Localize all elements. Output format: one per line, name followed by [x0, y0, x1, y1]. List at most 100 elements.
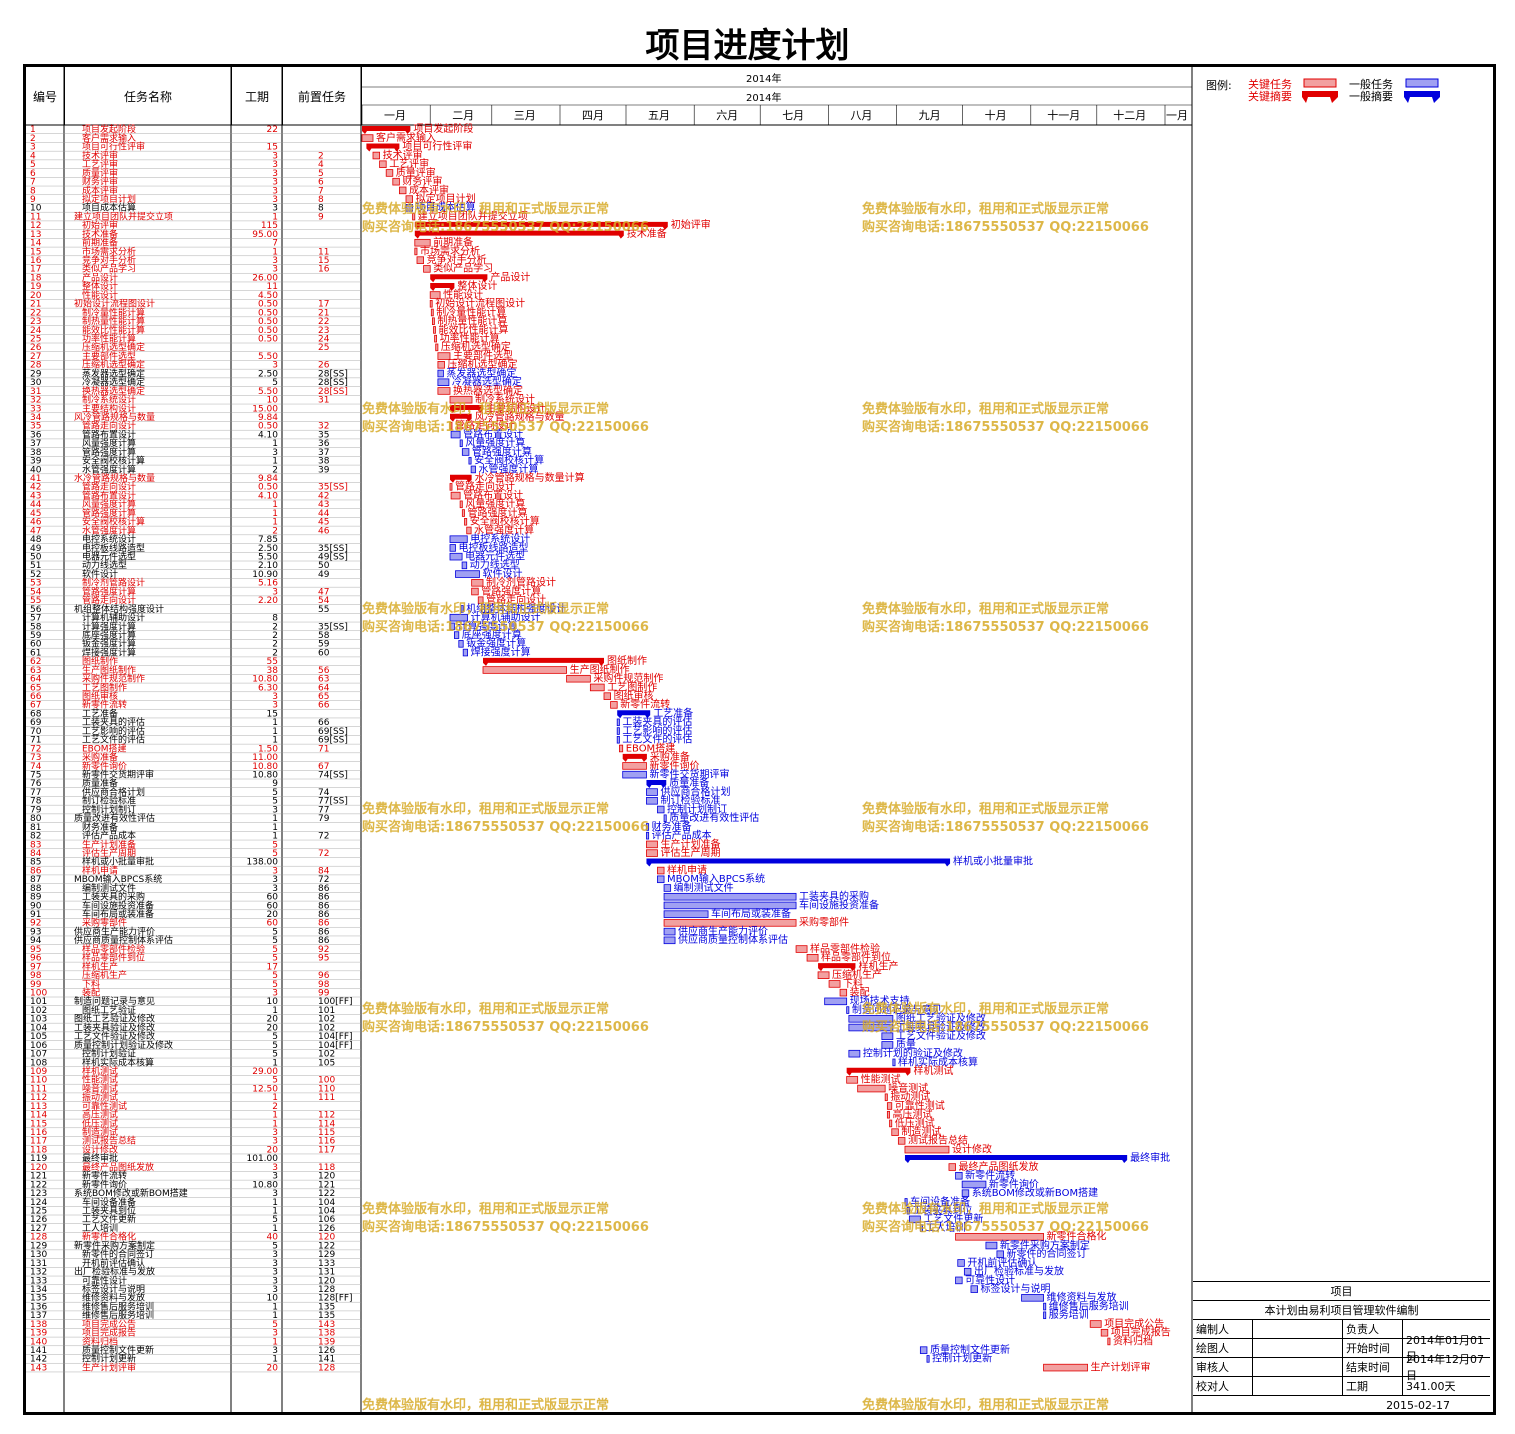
task-duration: 0.50	[258, 317, 278, 327]
task-bar	[657, 875, 665, 884]
summary-bar	[904, 1154, 1128, 1163]
task-duration: 3	[272, 692, 278, 702]
task-name: 编制测试文件	[82, 882, 136, 894]
task-duration: 0.50	[258, 300, 278, 310]
task-name: 制冷系统设计	[82, 394, 136, 406]
task-id: 121	[30, 1172, 47, 1182]
task-bar-label: 制冷量性能计算	[436, 305, 506, 318]
task-name: 图纸制作	[82, 655, 118, 667]
task-bar	[622, 762, 647, 770]
legend-normal-task: 一般任务	[1349, 78, 1393, 91]
task-bar	[398, 186, 407, 195]
task-bar-label: 供应商合格计划	[660, 785, 730, 798]
task-bar	[646, 823, 650, 831]
task-duration: 3	[272, 1285, 278, 1295]
task-bar	[824, 997, 848, 1006]
task-duration: 3	[272, 587, 278, 597]
task-duration: 1	[272, 509, 278, 519]
task-predecessor: 64	[318, 683, 330, 693]
info-value	[1253, 1358, 1343, 1376]
task-duration: 1	[272, 736, 278, 746]
task-duration: 1	[272, 1111, 278, 1121]
task-bar	[461, 509, 465, 517]
task-bar	[471, 587, 479, 596]
task-name: 整体设计	[82, 280, 118, 292]
task-name: 供应商合格计划	[82, 786, 145, 798]
task-duration: 3	[272, 204, 278, 214]
task-duration: 5	[272, 945, 278, 955]
task-id: 24	[30, 326, 42, 336]
task-bar	[663, 936, 676, 945]
task-name: 性能测试	[82, 1074, 118, 1086]
task-bar	[1043, 1311, 1047, 1320]
task-bar	[657, 805, 665, 814]
task-duration: 20	[267, 1363, 279, 1373]
task-bar	[663, 919, 797, 927]
task-bar-label: 图纸审核	[614, 689, 654, 702]
task-predecessor: 47	[318, 587, 329, 597]
task-bar	[379, 160, 387, 168]
task-bar	[449, 422, 453, 430]
task-bar	[437, 352, 451, 360]
task-name: 质量评审	[82, 167, 118, 179]
task-bar-label: 技术准备	[627, 227, 667, 240]
task-bar	[1100, 1328, 1109, 1337]
task-name: 新零件流转	[82, 699, 127, 711]
task-bar-label: 能效比性能计算	[439, 323, 509, 336]
summary-bar	[430, 282, 455, 291]
task-id: 143	[30, 1363, 47, 1373]
month-label: 二月	[452, 109, 474, 122]
task-duration: 5.50	[258, 387, 278, 397]
task-duration: 10.80	[252, 1180, 278, 1190]
task-bar-label: 控制计划的验证及修改	[863, 1047, 963, 1060]
task-id: 86	[30, 866, 42, 876]
task-duration: 2	[272, 631, 278, 641]
task-bar-label: 工艺文件的评估	[622, 733, 692, 746]
task-name: 工装夹具的采购	[82, 891, 145, 903]
task-bar	[455, 570, 480, 578]
task-id: 87	[30, 875, 41, 885]
task-bar-label: 样机测试	[913, 1064, 953, 1077]
task-id: 99	[30, 980, 42, 990]
task-id: 137	[30, 1311, 47, 1321]
task-bar	[846, 1076, 859, 1084]
task-bar-label: 前期准备	[433, 236, 473, 249]
task-id: 20	[30, 291, 42, 301]
task-name: 制造问题记录与意见	[74, 995, 155, 1007]
task-name: 供应商质量控制体系评估	[74, 934, 173, 946]
task-bar-label: 高压测试	[893, 1108, 933, 1121]
task-id: 104	[30, 1023, 47, 1033]
task-id: 30	[30, 378, 42, 388]
task-duration: 3	[272, 151, 278, 161]
task-bar-label: 现场技术支持	[850, 994, 910, 1007]
task-bar	[646, 797, 658, 805]
task-id: 75	[30, 771, 41, 781]
task-predecessor: 46	[318, 526, 330, 536]
task-predecessor: 31	[318, 396, 329, 406]
task-name: 车间设备准备	[82, 1196, 136, 1208]
task-predecessor: 36	[318, 439, 330, 449]
task-name: 样机申请	[82, 864, 118, 876]
task-bar	[663, 927, 676, 936]
task-name: 采购准备	[82, 751, 118, 763]
task-predecessor: 66	[318, 718, 330, 728]
task-id: 50	[30, 553, 42, 563]
task-bar-label: 管路强度计算	[472, 445, 532, 458]
task-predecessor: 104	[318, 1198, 335, 1208]
task-id: 59	[30, 631, 42, 641]
task-duration: 2.10	[258, 561, 278, 571]
task-name: 控制计划更新	[82, 1353, 136, 1365]
task-bar	[458, 640, 464, 648]
task-duration: 6.30	[258, 683, 278, 693]
task-bar	[961, 1189, 970, 1197]
task-bar-label: 车间设备准备	[910, 1195, 970, 1208]
task-bar-label: 客户需求输入	[376, 131, 436, 144]
task-bar	[437, 369, 444, 378]
task-duration: 2	[272, 465, 278, 475]
task-name: 新零件采购方案制定	[74, 1239, 155, 1251]
task-duration: 1	[272, 1355, 278, 1365]
task-predecessor: 131	[318, 1268, 335, 1278]
task-bar	[848, 1049, 861, 1058]
task-name: 样机测试	[82, 1065, 118, 1077]
task-bar	[881, 1032, 894, 1041]
